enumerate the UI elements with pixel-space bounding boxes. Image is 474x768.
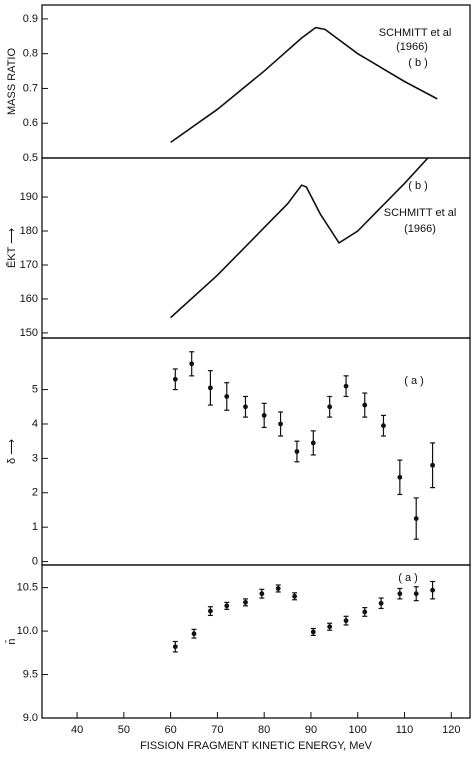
panel-frame bbox=[41, 157, 471, 339]
x-tick-label: 70 bbox=[211, 724, 223, 736]
y-tick-label: 0.7 bbox=[23, 82, 38, 94]
point bbox=[362, 609, 368, 615]
annotation: ( b ) bbox=[408, 57, 428, 69]
point bbox=[310, 629, 316, 635]
point bbox=[413, 591, 419, 597]
y-tick-label: 1 bbox=[32, 521, 38, 533]
point bbox=[381, 423, 386, 429]
x-tick-label: 40 bbox=[71, 724, 83, 736]
y-tick-label: 4 bbox=[32, 418, 38, 430]
x-tick-label: 60 bbox=[165, 724, 177, 736]
panel-frame bbox=[41, 564, 471, 719]
point bbox=[343, 383, 349, 389]
point bbox=[172, 376, 178, 382]
point bbox=[430, 462, 435, 468]
point bbox=[278, 421, 283, 427]
line bbox=[170, 26, 438, 144]
annotation: ( a ) bbox=[398, 572, 418, 584]
y-tick-label: 0.8 bbox=[23, 48, 38, 60]
x-tick-label: 100 bbox=[349, 724, 367, 736]
y-tick-label: 10.5 bbox=[17, 582, 38, 594]
point bbox=[275, 586, 281, 591]
point bbox=[243, 599, 248, 605]
point bbox=[243, 404, 248, 410]
point bbox=[207, 608, 213, 614]
annotation: ( b ) bbox=[408, 180, 428, 192]
point bbox=[343, 618, 349, 624]
x-tick-label: 120 bbox=[442, 724, 460, 736]
x-tick-label: 90 bbox=[305, 724, 317, 736]
panel-frame bbox=[41, 337, 471, 566]
point bbox=[292, 593, 297, 599]
y-tick-label: 160 bbox=[20, 293, 38, 305]
y-axis-label: δ ⟶ bbox=[6, 439, 18, 464]
line bbox=[170, 157, 429, 319]
point bbox=[294, 449, 300, 454]
x-tick-label: 80 bbox=[258, 724, 270, 736]
y-tick-label: 9.0 bbox=[23, 712, 38, 724]
point bbox=[224, 603, 230, 609]
x-tick-label: 110 bbox=[396, 724, 414, 736]
y-tick-label: 0.5 bbox=[23, 152, 38, 164]
y-tick-label: 2 bbox=[32, 487, 38, 499]
y-tick-label: 190 bbox=[20, 191, 38, 203]
y-axis-label: ĒKT ⟶ bbox=[6, 228, 18, 268]
point bbox=[378, 600, 384, 606]
y-axis-label: MASS RATIO bbox=[6, 48, 18, 115]
point bbox=[362, 402, 368, 408]
annotation: (1966) bbox=[396, 41, 428, 53]
y-axis-label: n̄ bbox=[5, 638, 18, 644]
annotation: SCHMITT et al bbox=[384, 207, 457, 219]
point bbox=[172, 644, 178, 650]
x-tick-label: 50 bbox=[118, 724, 130, 736]
y-tick-label: 170 bbox=[20, 259, 38, 271]
y-tick-label: 0.9 bbox=[23, 13, 38, 25]
x-axis-label: FISSION FRAGMENT KINETIC ENERGY, MeV bbox=[140, 740, 373, 752]
point bbox=[259, 591, 265, 597]
y-tick-label: 150 bbox=[20, 327, 38, 339]
point bbox=[430, 587, 435, 593]
y-tick-label: 3 bbox=[32, 452, 38, 464]
y-tick-label: 9.5 bbox=[23, 668, 38, 680]
annotation: (1966) bbox=[404, 223, 436, 235]
point bbox=[397, 474, 403, 480]
point bbox=[207, 385, 213, 391]
point bbox=[224, 394, 230, 399]
point bbox=[261, 412, 267, 418]
annotation: SCHMITT et al bbox=[379, 27, 452, 39]
point bbox=[189, 361, 195, 367]
point bbox=[327, 624, 333, 630]
y-tick-label: 5 bbox=[32, 383, 38, 395]
y-tick-label: 0 bbox=[32, 555, 38, 567]
point bbox=[327, 404, 333, 410]
point bbox=[191, 631, 197, 637]
y-tick-label: 180 bbox=[20, 225, 38, 237]
point bbox=[310, 440, 316, 446]
point bbox=[413, 516, 419, 521]
point bbox=[397, 591, 403, 597]
annotation: ( a ) bbox=[404, 375, 424, 387]
y-tick-label: 0.6 bbox=[23, 117, 38, 129]
y-tick-label: 10.0 bbox=[17, 625, 38, 637]
